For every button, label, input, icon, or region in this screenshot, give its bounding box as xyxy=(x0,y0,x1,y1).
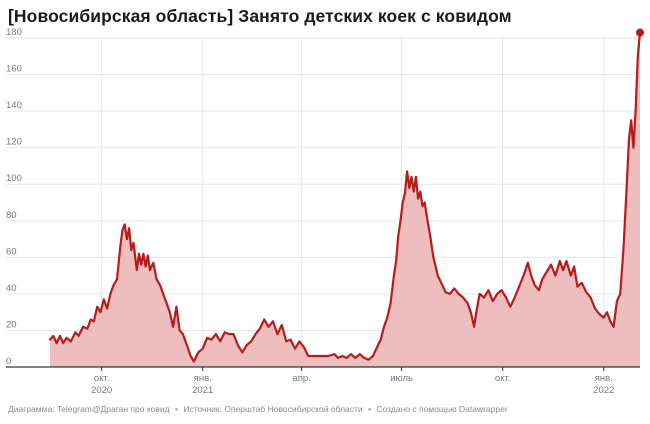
series-line xyxy=(48,31,642,363)
footer-separator: • xyxy=(174,404,178,414)
y-axis-tick-labels: 0 20 40 60 80 100 120 140 160 180 xyxy=(6,27,22,367)
y-tick-label: 140 xyxy=(6,100,22,111)
chart-footer: Диаграмма: Telegram@Драган про ковид • И… xyxy=(8,404,508,414)
footer-credit: Диаграмма: Telegram@Драган про ковид xyxy=(8,404,170,414)
x-tick-year-label: 2022 xyxy=(593,385,614,396)
y-tick-label: 60 xyxy=(6,246,17,257)
series-end-point xyxy=(636,28,644,37)
y-tick-label: 0 xyxy=(6,356,11,367)
chart-title: [Новосибирская область] Занято детских к… xyxy=(8,6,512,26)
x-tick-label: апр. xyxy=(292,373,310,384)
y-tick-label: 100 xyxy=(6,173,22,184)
y-tick-label: 120 xyxy=(6,137,22,148)
x-tick-year-label: 2021 xyxy=(192,385,213,396)
gridlines xyxy=(6,37,640,367)
x-tick-label: окт. xyxy=(94,373,109,384)
x-tick-label: янв. xyxy=(194,373,212,384)
footer-source: Источник: Оперштаб Новосибирской области xyxy=(183,404,363,414)
x-tick-label: июль xyxy=(390,373,413,384)
y-tick-label: 160 xyxy=(6,64,22,75)
footer-tool: Создано с помощью Datawrapper xyxy=(376,404,508,414)
y-tick-label: 80 xyxy=(6,210,17,221)
y-tick-label: 40 xyxy=(6,283,17,294)
y-tick-label: 180 xyxy=(6,27,22,38)
x-tick-label: янв. xyxy=(595,373,613,384)
x-tick-year-label: 2020 xyxy=(91,385,112,396)
series-area-fill xyxy=(50,32,640,367)
x-tick-label: окт. xyxy=(495,373,510,384)
y-tick-label: 20 xyxy=(6,319,17,330)
footer-separator: • xyxy=(368,404,372,414)
